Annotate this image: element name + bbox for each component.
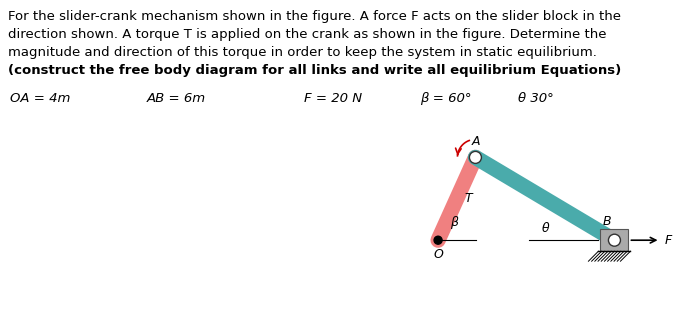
Text: A: A (471, 135, 480, 148)
Text: AB = 6m: AB = 6m (147, 92, 206, 105)
Circle shape (608, 234, 620, 246)
Text: OA = 4m: OA = 4m (10, 92, 71, 105)
Circle shape (470, 151, 482, 164)
Text: β = 60°: β = 60° (420, 92, 472, 105)
Text: B: B (603, 215, 611, 228)
Text: θ: θ (542, 222, 549, 235)
Text: For the slider-crank mechanism shown in the figure. A force F acts on the slider: For the slider-crank mechanism shown in … (8, 10, 621, 23)
Text: β: β (450, 216, 458, 229)
Text: θ 30°: θ 30° (518, 92, 554, 105)
Text: T: T (465, 192, 472, 205)
Text: O: O (433, 248, 443, 261)
Text: direction shown. A torque T is applied on the crank as shown in the figure. Dete: direction shown. A torque T is applied o… (8, 28, 606, 41)
Text: F: F (664, 234, 672, 247)
Text: (construct the free body diagram for all links and write all equilibrium Equatio: (construct the free body diagram for all… (8, 64, 622, 77)
Text: F = 20 N: F = 20 N (304, 92, 363, 105)
Text: magnitude and direction of this torque in order to keep the system in static equ: magnitude and direction of this torque i… (8, 46, 597, 59)
FancyBboxPatch shape (601, 229, 629, 251)
Circle shape (434, 236, 442, 244)
